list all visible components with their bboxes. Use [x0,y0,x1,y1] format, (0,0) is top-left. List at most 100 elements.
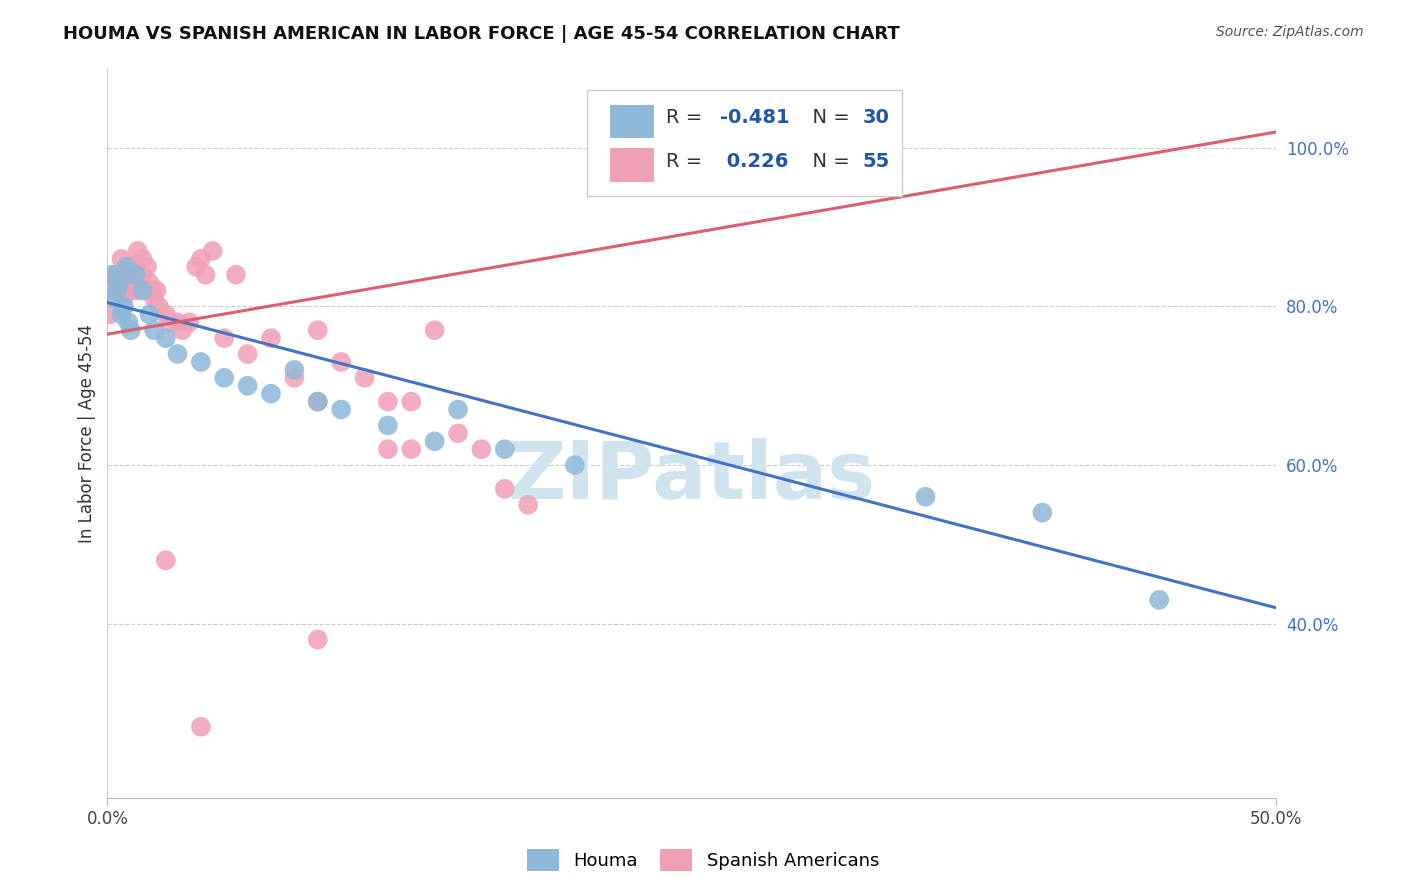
Point [307,632,329,647]
FancyBboxPatch shape [610,148,654,182]
Point [155,331,177,345]
Legend: Houma, Spanish Americans: Houma, Spanish Americans [520,842,886,879]
Point [115,260,138,274]
Text: 55: 55 [862,152,890,171]
Point [105,276,128,290]
Point [141,284,163,298]
Point [120,268,142,282]
Point [110,307,132,321]
Point [201,244,224,258]
Point [190,252,212,266]
Point [148,300,170,314]
Text: R =: R = [666,152,709,171]
Point [138,307,160,321]
Point [236,378,259,392]
Point [172,323,194,337]
Point [186,260,208,274]
Point [1031,506,1053,520]
Point [112,292,135,306]
Point [260,331,283,345]
Point [399,394,422,409]
Point [112,300,135,314]
Text: Source: ZipAtlas.com: Source: ZipAtlas.com [1216,25,1364,39]
Point [120,260,142,274]
Point [194,268,217,282]
Point [212,331,235,345]
Point [145,284,167,298]
Point [108,284,131,298]
Point [399,442,422,457]
Point [283,371,305,385]
Text: HOUMA VS SPANISH AMERICAN IN LABOR FORCE | AGE 45-54 CORRELATION CHART: HOUMA VS SPANISH AMERICAN IN LABOR FORCE… [63,25,900,43]
Point [914,490,936,504]
Point [307,394,329,409]
Point [155,553,177,567]
Text: R =: R = [666,109,709,128]
Point [143,323,166,337]
Point [155,307,177,321]
Point [166,347,188,361]
Point [447,402,470,417]
Point [143,292,166,306]
Point [117,284,139,298]
Point [122,276,145,290]
Point [225,268,247,282]
Point [353,371,375,385]
FancyBboxPatch shape [586,90,903,196]
Point [108,276,131,290]
Point [101,284,124,298]
Point [236,347,259,361]
Text: -0.481: -0.481 [720,109,789,128]
Point [124,284,146,298]
Point [101,268,124,282]
Point [377,418,399,433]
Point [131,284,153,298]
Point [260,386,283,401]
Text: ZIPatlas: ZIPatlas [508,438,876,516]
Point [564,458,586,472]
Point [330,355,353,369]
Point [179,315,201,329]
Point [212,371,235,385]
Point [1147,592,1170,607]
Point [190,720,212,734]
Point [117,315,139,329]
Point [115,284,138,298]
Point [166,315,188,329]
Point [494,442,516,457]
Point [124,268,146,282]
Point [423,323,446,337]
Point [108,268,131,282]
Point [283,363,305,377]
Text: N =: N = [800,152,856,171]
Point [110,276,132,290]
Point [103,268,125,282]
Point [307,394,329,409]
Point [127,244,149,258]
Text: 30: 30 [862,109,889,128]
Point [110,252,132,266]
Point [377,394,399,409]
Point [120,323,142,337]
Text: 0.226: 0.226 [720,152,789,171]
Point [98,307,121,321]
Point [190,355,212,369]
Point [423,434,446,449]
Point [115,268,138,282]
Point [330,402,353,417]
Point [138,276,160,290]
Point [103,292,125,306]
Text: N =: N = [800,109,856,128]
FancyBboxPatch shape [610,105,654,138]
Point [159,315,181,329]
Y-axis label: In Labor Force | Age 45-54: In Labor Force | Age 45-54 [79,324,96,543]
Point [470,442,492,457]
Point [447,426,470,441]
Point [377,442,399,457]
Point [494,482,516,496]
Point [105,284,128,298]
Point [307,323,329,337]
Point [131,252,153,266]
Point [136,260,159,274]
Point [131,268,153,282]
